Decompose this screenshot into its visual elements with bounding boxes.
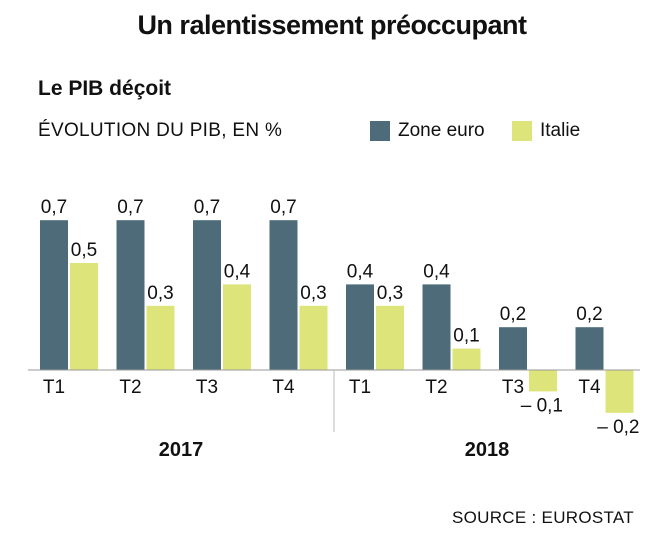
bar-zone-euro-1 (40, 220, 68, 370)
legend-item-zone-euro: Zone euro (370, 120, 485, 142)
value-label-zone-euro-7: 0,2 (500, 304, 526, 325)
value-label-zone-euro-4: 0,7 (270, 197, 296, 218)
group-label-2018: 2018 (465, 439, 510, 461)
bar-zone-euro-4 (269, 220, 298, 370)
chart-title: Un ralentissement préoccupant (137, 10, 527, 40)
value-label-zone-euro-5: 0,4 (347, 261, 374, 282)
bar-italie-8 (605, 370, 634, 413)
bar-zone-euro-6 (422, 284, 451, 370)
legend-swatch-zone-euro (370, 121, 390, 141)
value-label-italie-4: 0,3 (300, 283, 326, 304)
value-label-italie-7: – 0,1 (521, 395, 563, 416)
bar-zone-euro-5 (346, 284, 374, 370)
value-label-italie-5: 0,3 (377, 283, 403, 304)
bar-zone-euro-2 (116, 220, 145, 370)
value-label-italie-3: 0,4 (224, 261, 251, 282)
value-label-italie-8: – 0,2 (597, 417, 639, 438)
value-label-zone-euro-3: 0,7 (194, 197, 220, 218)
bar-italie-7 (529, 370, 557, 392)
group-label-2017: 2017 (159, 439, 204, 461)
value-label-zone-euro-6: 0,4 (423, 261, 450, 282)
bar-zone-euro-8 (575, 327, 604, 370)
value-label-zone-euro-8: 0,2 (576, 304, 602, 325)
bar-zone-euro-3 (193, 220, 221, 370)
tick-label-3: T3 (196, 377, 218, 398)
legend-swatch-italie (512, 121, 532, 141)
chart-subtitle: Le PIB déçoit (38, 77, 172, 100)
tick-label-5: T1 (349, 377, 371, 398)
bar-italie-2 (146, 305, 175, 370)
bar-zone-euro-7 (499, 327, 527, 370)
tick-label-2: T2 (119, 377, 141, 398)
bar-italie-1 (70, 263, 98, 370)
legend-label-zone-euro: Zone euro (398, 120, 485, 141)
tick-label-4: T4 (272, 377, 295, 398)
bar-italie-4 (299, 305, 328, 370)
value-label-zone-euro-1: 0,7 (41, 197, 67, 218)
source-note: SOURCE : EUROSTAT (451, 508, 634, 527)
legend-label-italie: Italie (540, 120, 581, 141)
bar-italie-6 (452, 348, 481, 370)
tick-label-8: T4 (578, 377, 601, 398)
legend-item-italie: Italie (512, 120, 580, 142)
value-label-italie-2: 0,3 (147, 283, 173, 304)
value-label-zone-euro-2: 0,7 (117, 197, 143, 218)
bar-italie-3 (223, 284, 251, 370)
value-label-italie-6: 0,1 (453, 326, 479, 347)
bar-italie-5 (376, 305, 404, 370)
y-axis-label: ÉVOLUTION DU PIB, EN % (38, 120, 283, 141)
tick-label-7: T3 (502, 377, 524, 398)
value-label-italie-1: 0,5 (71, 240, 97, 261)
tick-label-6: T2 (425, 377, 447, 398)
tick-label-1: T1 (43, 377, 65, 398)
